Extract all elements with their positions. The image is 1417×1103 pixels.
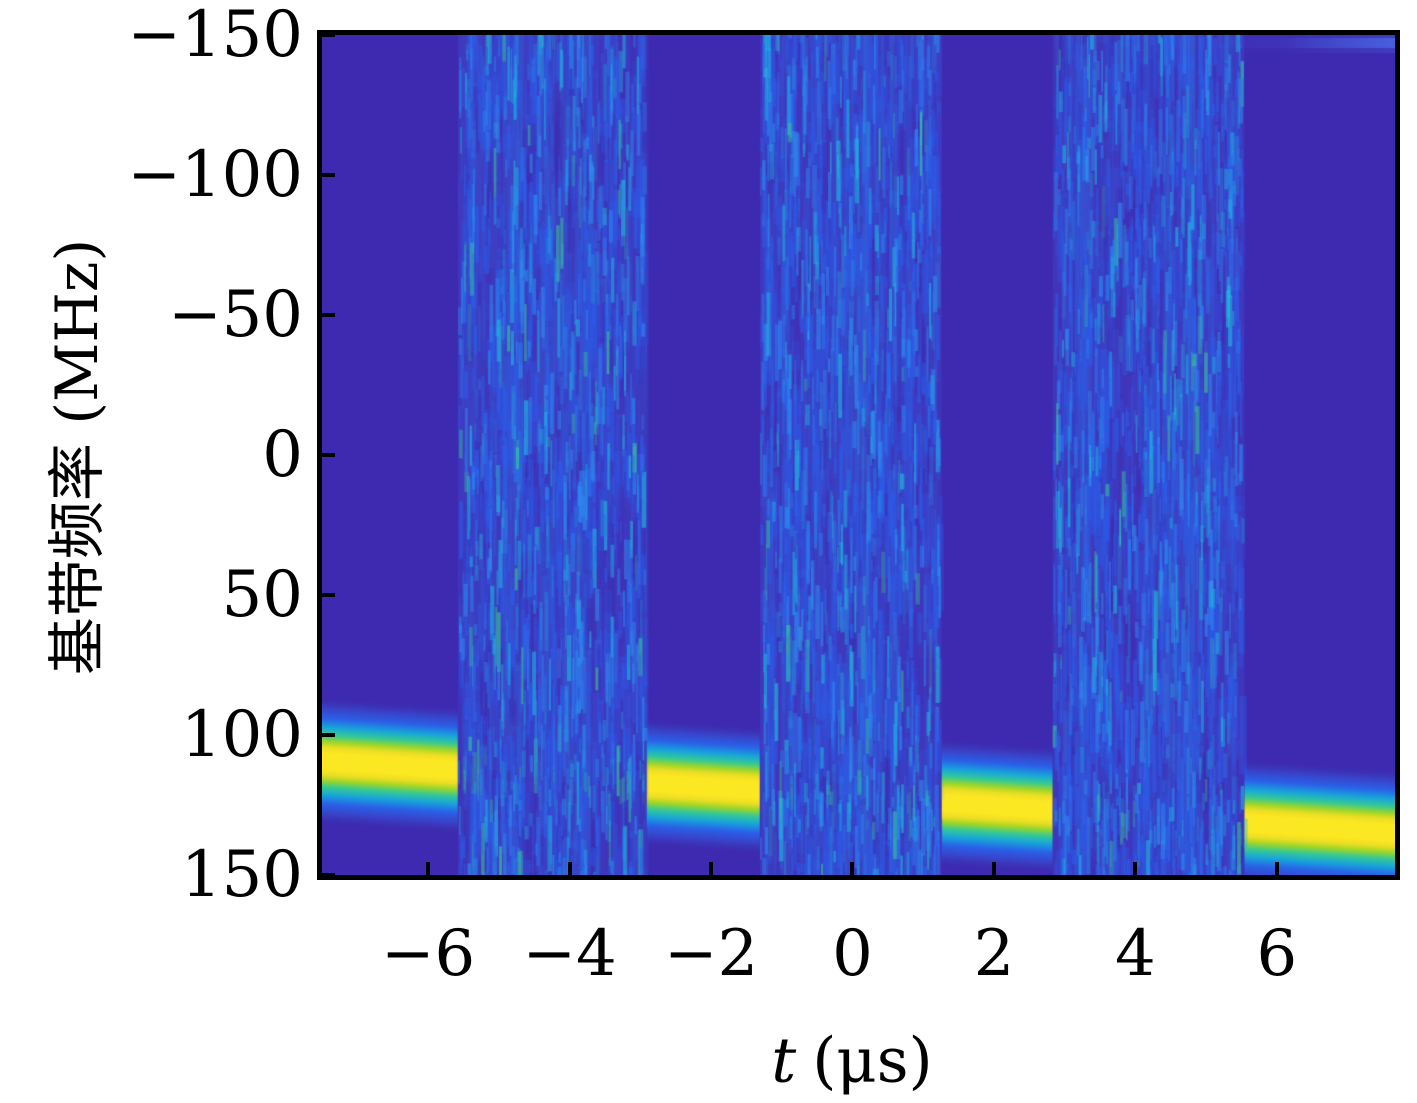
y-tick-label: 150 bbox=[180, 838, 303, 912]
x-tick-label: −6 bbox=[380, 917, 476, 991]
x-tick-label: −2 bbox=[663, 917, 759, 991]
x-axis-title-variable: t bbox=[771, 1023, 797, 1097]
spectrogram-canvas bbox=[322, 35, 1395, 875]
y-tick bbox=[322, 173, 335, 177]
x-tick-label: 2 bbox=[973, 917, 1015, 991]
y-tick bbox=[322, 453, 335, 457]
y-tick bbox=[322, 593, 335, 597]
x-tick bbox=[426, 862, 431, 875]
y-tick-label: −50 bbox=[167, 278, 303, 352]
x-tick bbox=[991, 862, 996, 875]
y-tick-label: −100 bbox=[127, 138, 303, 212]
y-tick bbox=[322, 313, 335, 317]
x-tick bbox=[850, 862, 855, 875]
x-axis-title-unit: (μs) bbox=[812, 1023, 933, 1097]
x-tick bbox=[567, 862, 572, 875]
y-tick-label: 0 bbox=[262, 418, 303, 492]
x-tick bbox=[1274, 862, 1279, 875]
y-tick-label: −150 bbox=[127, 0, 303, 72]
x-axis-title: t (μs) bbox=[771, 1024, 932, 1097]
x-tick bbox=[1133, 862, 1138, 875]
x-tick-label: 0 bbox=[832, 917, 873, 991]
x-tick bbox=[709, 862, 714, 875]
y-tick bbox=[322, 33, 335, 37]
x-tick-label: 6 bbox=[1256, 917, 1298, 991]
y-tick-label: 50 bbox=[221, 558, 303, 632]
y-tick bbox=[322, 733, 335, 737]
y-tick-label: 100 bbox=[180, 698, 303, 772]
plot-frame bbox=[317, 30, 1400, 880]
x-tick-label: −4 bbox=[522, 917, 617, 991]
x-tick-label: 4 bbox=[1115, 917, 1156, 991]
y-tick bbox=[322, 873, 335, 877]
